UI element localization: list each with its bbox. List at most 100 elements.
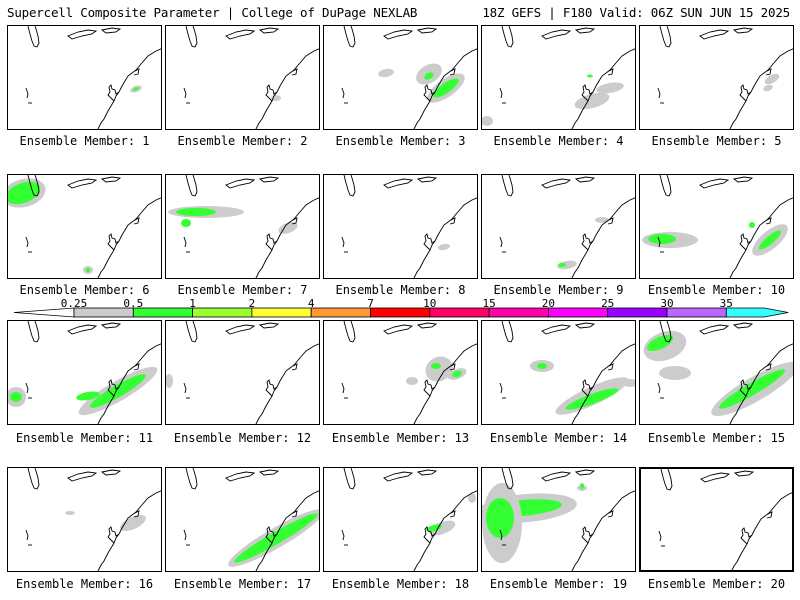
lake-ontario-outline <box>258 322 280 329</box>
scp-contour-high <box>133 87 139 91</box>
cape-outline <box>766 511 773 519</box>
lake-michigan-outline <box>343 321 356 343</box>
lake-ontario-outline <box>100 176 122 183</box>
lake-erie-outline <box>67 471 98 482</box>
lake-ontario-outline <box>574 469 596 476</box>
ensemble-member-map <box>323 320 478 425</box>
bay-outline <box>423 84 436 102</box>
ensemble-member-map <box>323 174 478 279</box>
ensemble-member-caption: Ensemble Member: 8 <box>335 283 466 297</box>
scale-tick-label: 4 <box>307 297 315 310</box>
coastline <box>97 490 161 571</box>
lake-fragment <box>25 529 29 541</box>
lake-michigan-outline <box>185 321 198 343</box>
lake-michigan-outline <box>660 469 673 491</box>
ensemble-member-map <box>165 174 320 279</box>
bay-outline <box>581 526 594 544</box>
scp-contour-low <box>482 116 493 126</box>
ensemble-member-caption: Ensemble Member: 17 <box>173 577 312 591</box>
ensemble-member-map <box>7 320 162 425</box>
cape-outline <box>133 217 140 225</box>
ensemble-member-map <box>639 25 794 130</box>
ensemble-member-caption: Ensemble Member: 12 <box>173 431 312 445</box>
scp-contour-high <box>558 263 566 267</box>
ensemble-member-map <box>639 320 794 425</box>
map-svg <box>499 321 635 424</box>
scp-contour-high <box>431 363 441 369</box>
cape-outline <box>765 217 772 225</box>
map-svg <box>643 321 793 424</box>
lake-erie-outline <box>700 472 731 483</box>
lake-erie-outline <box>699 324 730 335</box>
lake-erie-outline <box>225 324 256 335</box>
scale-tick-label: 15 <box>482 297 496 310</box>
scp-contour-low <box>406 377 418 385</box>
lake-erie-outline <box>383 178 414 189</box>
ensemble-member-caption: Ensemble Member: 2 <box>177 134 308 148</box>
lake-fragment <box>657 236 661 248</box>
lake-michigan-outline <box>501 26 514 48</box>
ensemble-member-map <box>165 320 320 425</box>
lake-ontario-outline <box>416 322 438 329</box>
lake-fragment <box>183 236 187 248</box>
scale-tick-label: 10 <box>423 297 437 310</box>
lake-michigan-outline <box>659 321 672 343</box>
lake-ontario-outline <box>733 470 755 477</box>
scale-segment <box>429 307 490 318</box>
bay-outline <box>739 84 752 102</box>
scp-contour-high <box>486 498 514 538</box>
cape-outline <box>291 68 298 76</box>
scp-contour-high <box>10 392 22 402</box>
scp-contour-high <box>718 369 786 409</box>
lake-michigan-outline <box>501 175 514 197</box>
bay-outline <box>739 233 752 251</box>
lake-ontario-outline <box>574 322 596 329</box>
bay-outline <box>265 379 278 397</box>
bay-outline <box>265 233 278 251</box>
scale-segment <box>488 307 549 318</box>
cape-outline <box>607 510 614 518</box>
lake-erie-outline <box>383 324 414 335</box>
cape-outline <box>449 217 456 225</box>
map-svg <box>642 175 793 278</box>
map-svg <box>25 26 161 129</box>
scale-segment <box>310 307 371 318</box>
ensemble-member-caption: Ensemble Member: 20 <box>647 577 786 591</box>
lake-fragment <box>657 382 661 394</box>
cape-outline <box>133 68 140 76</box>
cape-outline <box>133 510 140 518</box>
scale-tick-label: 35 <box>719 297 733 310</box>
cape-outline <box>765 363 772 371</box>
lake-fragment <box>341 529 345 541</box>
ensemble-member-map <box>165 25 320 130</box>
map-svg <box>658 469 792 570</box>
scale-tick-label: 2 <box>248 297 256 310</box>
coastline <box>731 492 792 570</box>
scp-contour-low <box>166 374 173 388</box>
lake-fragment <box>341 87 345 99</box>
chart-title: Supercell Composite Parameter | College … <box>7 5 418 20</box>
bay-outline <box>423 233 436 251</box>
ensemble-member-map <box>481 320 636 425</box>
map-svg <box>166 321 319 424</box>
scp-contour-high <box>758 230 782 250</box>
ensemble-member-caption: Ensemble Member: 13 <box>331 431 470 445</box>
coastline <box>255 343 319 424</box>
bay-outline <box>107 233 120 251</box>
scp-contour-low <box>659 366 691 380</box>
scale-segment <box>370 307 431 318</box>
lake-ontario-outline <box>416 176 438 183</box>
lake-michigan-outline <box>27 26 40 48</box>
lake-michigan-outline <box>185 468 198 490</box>
valid-time-label: 18Z GEFS | F180 Valid: 06Z SUN JUN 15 20… <box>482 5 790 20</box>
scale-segment <box>607 307 668 318</box>
lake-erie-outline <box>541 471 572 482</box>
lake-ontario-outline <box>416 27 438 34</box>
lake-erie-outline <box>67 29 98 40</box>
lake-erie-outline <box>225 471 256 482</box>
scp-contour-low <box>557 260 577 270</box>
scp-contour-high <box>452 370 462 378</box>
map-svg <box>482 26 635 129</box>
scale-tick-label: 30 <box>660 297 674 310</box>
scp-contour-low <box>764 73 780 85</box>
